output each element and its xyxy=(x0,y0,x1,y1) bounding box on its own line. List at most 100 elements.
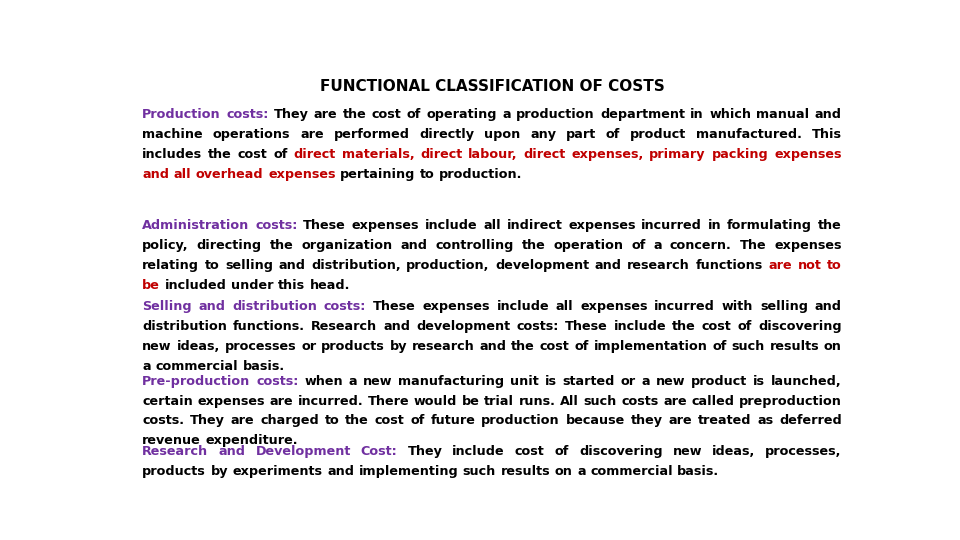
Text: Research: Research xyxy=(311,320,377,333)
Text: Selling: Selling xyxy=(142,300,192,313)
Text: include: include xyxy=(496,300,549,313)
Text: because: because xyxy=(565,415,625,428)
Text: cost: cost xyxy=(702,320,732,333)
Text: started: started xyxy=(563,375,615,388)
Text: with: with xyxy=(722,300,754,313)
Text: expenses: expenses xyxy=(568,219,636,232)
Text: controlling: controlling xyxy=(435,239,514,252)
Text: Research: Research xyxy=(142,446,208,458)
Text: production.: production. xyxy=(439,168,522,181)
Text: They: They xyxy=(274,109,309,122)
Text: be: be xyxy=(142,279,160,292)
Text: all: all xyxy=(483,219,501,232)
Text: operation: operation xyxy=(553,239,623,252)
Text: are: are xyxy=(314,109,338,122)
Text: of: of xyxy=(737,320,752,333)
Text: implementation: implementation xyxy=(593,340,708,353)
Text: revenue: revenue xyxy=(142,435,201,448)
Text: functions.: functions. xyxy=(233,320,305,333)
Text: the: the xyxy=(512,340,535,353)
Text: This: This xyxy=(812,129,842,141)
Text: to: to xyxy=(420,168,435,181)
Text: are: are xyxy=(663,395,686,408)
Text: on: on xyxy=(555,465,572,478)
Text: expenses,: expenses, xyxy=(571,148,643,161)
Text: are: are xyxy=(300,129,324,141)
Text: preproduction: preproduction xyxy=(739,395,842,408)
Text: costs: costs xyxy=(621,395,659,408)
Text: a: a xyxy=(654,239,662,252)
Text: discovering: discovering xyxy=(758,320,842,333)
Text: expenses: expenses xyxy=(580,300,648,313)
Text: the: the xyxy=(672,320,696,333)
Text: to: to xyxy=(204,259,220,272)
Text: a: a xyxy=(348,375,357,388)
Text: to: to xyxy=(324,415,340,428)
Text: they: they xyxy=(631,415,662,428)
Text: development: development xyxy=(417,320,511,333)
Text: development: development xyxy=(495,259,589,272)
Text: and: and xyxy=(815,300,842,313)
Text: selling: selling xyxy=(225,259,273,272)
Text: all: all xyxy=(174,168,191,181)
Text: and: and xyxy=(142,168,169,181)
Text: direct: direct xyxy=(294,148,336,161)
Text: and: and xyxy=(595,259,622,272)
Text: launched,: launched, xyxy=(771,375,842,388)
Text: charged: charged xyxy=(260,415,319,428)
Text: Administration: Administration xyxy=(142,219,250,232)
Text: FUNCTIONAL CLASSIFICATION OF COSTS: FUNCTIONAL CLASSIFICATION OF COSTS xyxy=(320,79,664,94)
Text: expenses: expenses xyxy=(422,300,490,313)
Text: under: under xyxy=(231,279,274,292)
Text: manual: manual xyxy=(756,109,809,122)
Text: processes: processes xyxy=(225,340,297,353)
Text: Cost:: Cost: xyxy=(361,446,397,458)
Text: a: a xyxy=(142,360,151,373)
Text: selling: selling xyxy=(760,300,808,313)
Text: directly: directly xyxy=(420,129,474,141)
Text: manufacturing: manufacturing xyxy=(398,375,505,388)
Text: include: include xyxy=(613,320,666,333)
Text: results: results xyxy=(769,340,819,353)
Text: concern.: concern. xyxy=(670,239,732,252)
Text: product: product xyxy=(691,375,748,388)
Text: expenses: expenses xyxy=(351,219,420,232)
Text: cost: cost xyxy=(238,148,268,161)
Text: machine: machine xyxy=(142,129,203,141)
Text: experiments: experiments xyxy=(232,465,323,478)
Text: costs:: costs: xyxy=(255,219,298,232)
Text: any: any xyxy=(530,129,556,141)
Text: head.: head. xyxy=(310,279,350,292)
Text: a: a xyxy=(641,375,650,388)
Text: the: the xyxy=(346,415,369,428)
Text: manufactured.: manufactured. xyxy=(696,129,802,141)
Text: All: All xyxy=(561,395,579,408)
Text: trial: trial xyxy=(484,395,515,408)
Text: costs:: costs: xyxy=(324,300,367,313)
Text: part: part xyxy=(565,129,596,141)
Text: relating: relating xyxy=(142,259,200,272)
Text: incurred.: incurred. xyxy=(298,395,364,408)
Text: not: not xyxy=(798,259,822,272)
Text: such: such xyxy=(463,465,496,478)
Text: the: the xyxy=(818,219,842,232)
Text: a: a xyxy=(577,465,586,478)
Text: ideas,: ideas, xyxy=(712,446,756,458)
Text: this: this xyxy=(278,279,305,292)
Text: ideas,: ideas, xyxy=(177,340,220,353)
Text: by: by xyxy=(210,465,228,478)
Text: include: include xyxy=(452,446,505,458)
Text: commercial: commercial xyxy=(156,360,238,373)
Text: costs:: costs: xyxy=(256,375,299,388)
Text: expenditure.: expenditure. xyxy=(205,435,298,448)
Text: in: in xyxy=(690,109,704,122)
Text: of: of xyxy=(274,148,288,161)
Text: primary: primary xyxy=(649,148,706,161)
Text: of: of xyxy=(606,129,620,141)
Text: by: by xyxy=(390,340,407,353)
Text: a: a xyxy=(502,109,511,122)
Text: distribution,: distribution, xyxy=(311,259,400,272)
Text: functions: functions xyxy=(696,259,763,272)
Text: These: These xyxy=(372,300,416,313)
Text: directing: directing xyxy=(197,239,262,252)
